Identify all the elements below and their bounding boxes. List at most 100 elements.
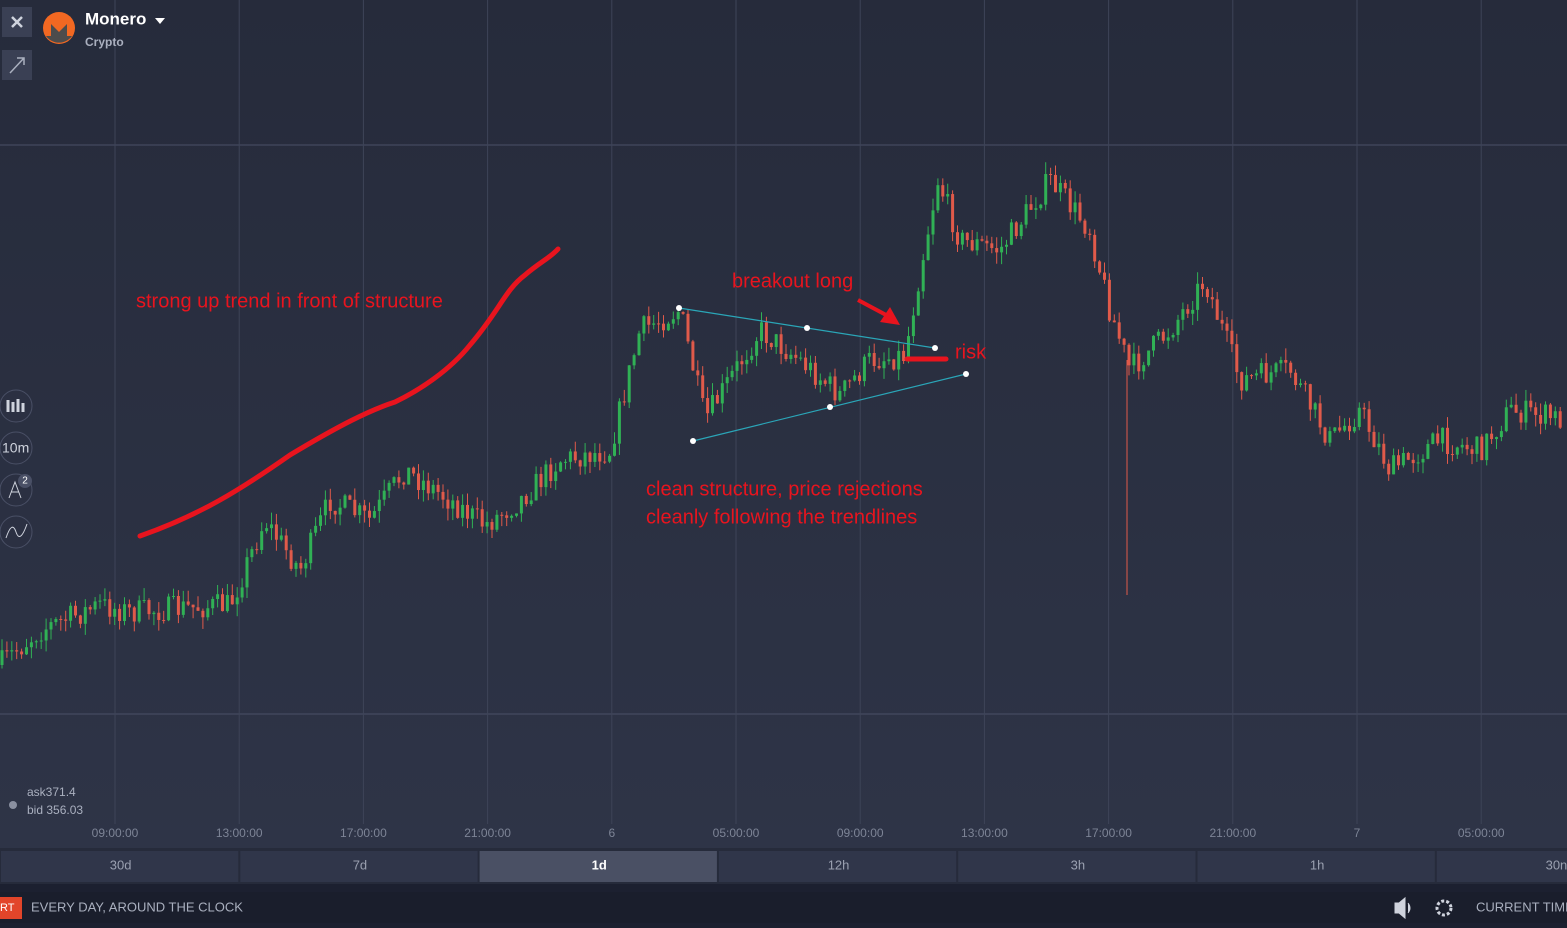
candle-body [1220,319,1224,324]
candle-body [74,605,77,616]
candle-body [270,524,273,529]
badge-count: 2 [22,476,28,487]
candle-body [1171,335,1175,338]
candle-body [843,380,847,391]
candle-body [720,383,724,404]
candle-body [260,531,264,550]
candle-body [368,510,371,518]
candle-body [1490,433,1494,440]
candle-body [274,524,278,540]
candle-body [907,336,910,362]
candle-body [1343,425,1347,431]
candle-body [5,650,9,652]
candle-body [456,500,460,518]
period-button[interactable] [958,851,1196,882]
candle-body [1333,427,1337,432]
candle-body [363,505,367,511]
candle-body [750,355,754,360]
candle-body [774,334,778,348]
candle-body [480,509,484,527]
candle-body [647,316,651,325]
candle-body [132,607,136,622]
asset-name[interactable]: Monero [85,9,146,28]
candle-body [1019,224,1023,237]
candle-body [838,390,842,401]
candle-body [59,619,63,621]
candle-body [1215,299,1219,320]
candle-body [54,619,58,623]
candle-body [1318,403,1322,428]
candle-body [701,375,705,399]
candle-body [137,600,141,622]
candle-body [500,514,504,516]
candle-body [1294,372,1298,386]
candle-body [1014,222,1018,237]
candle-body [1372,431,1376,448]
candle-body [20,651,24,655]
candle-body [1387,463,1391,475]
candle-body [823,380,827,384]
candle-body [1357,407,1361,427]
candle-body [588,452,592,462]
candle-body [1063,182,1067,189]
period-button[interactable] [718,851,957,882]
candle-body [245,557,249,588]
candle-body [147,600,151,615]
period-button[interactable] [240,851,478,882]
candles [0,162,1562,669]
candle-body [446,499,450,509]
candle-body [1073,202,1077,213]
candle-body [323,499,327,516]
candle-body [93,601,97,610]
candle-body [519,495,523,514]
candle-body [828,376,832,384]
period-label: 3h [1071,857,1085,872]
candle-body [794,354,798,358]
candle-body [681,312,685,314]
candle-body [1274,363,1278,373]
candle-body [407,467,411,485]
candle-body [715,395,719,404]
candle-body [1039,204,1043,209]
candle-body [426,480,430,494]
sound-icon[interactable] [1394,896,1411,920]
candle-body [1446,427,1449,455]
candle-body [676,312,680,320]
chart-type-tool[interactable] [0,389,33,423]
candle-body [872,353,876,367]
candle-body [1519,412,1523,423]
candle-body [196,607,200,611]
period-button[interactable] [1,851,239,882]
candle-body [1504,407,1508,432]
candle-body [549,464,553,482]
candle-body [152,612,156,615]
candle-body [142,600,146,602]
annotation: clean structure, price rejections [646,478,923,500]
candle-body [936,185,940,211]
interval-tool[interactable] [0,431,33,465]
candle-body [211,599,215,609]
candle-body [799,357,803,359]
candle-body [1142,365,1146,372]
candle-body [250,549,254,558]
candle-body [1044,174,1048,205]
candle-body [402,482,406,485]
candle-body [1225,323,1229,331]
dropdown-caret[interactable] [155,18,165,24]
candle-body [353,499,357,516]
candle-body [1431,433,1435,444]
period-button[interactable] [1197,851,1435,882]
candle-body [1201,283,1204,290]
settings-icon[interactable] [1435,899,1453,917]
point [827,404,833,410]
candle-body [1553,411,1557,419]
period-button[interactable] [1436,851,1567,882]
candle-body [1485,433,1489,461]
point [690,438,696,444]
candle-body [1303,383,1307,385]
candle-body [284,535,288,551]
footer-button[interactable] [0,897,22,919]
candle-body [127,604,131,608]
